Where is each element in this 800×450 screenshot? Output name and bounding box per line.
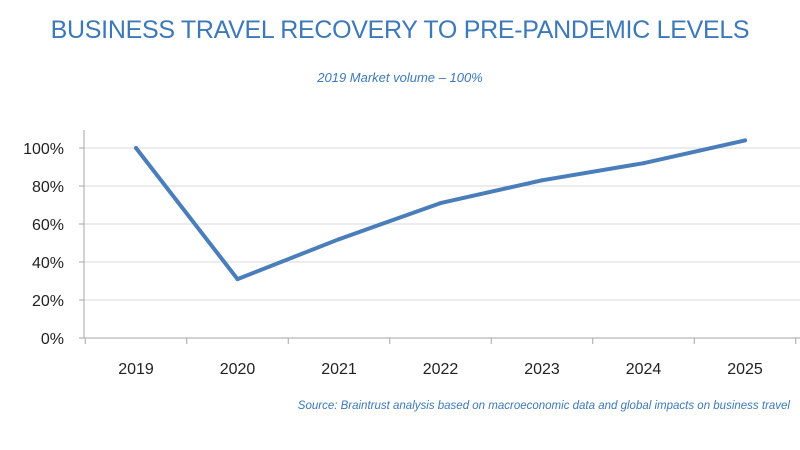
y-tick-label: 80%: [32, 179, 64, 196]
y-tick-label: 60%: [32, 217, 64, 234]
data-point-2025: [743, 138, 747, 143]
data-point-2023: [540, 178, 544, 183]
data-point-2022: [438, 201, 443, 206]
chart-title: BUSINESS TRAVEL RECOVERY TO PRE-PANDEMIC…: [50, 16, 750, 44]
data-point-2020: [235, 277, 240, 282]
x-tick-label: 2023: [524, 361, 560, 378]
source-note: Source: Braintrust analysis based on mac…: [297, 400, 790, 412]
x-tick-label: 2020: [220, 361, 256, 378]
data-point-2024: [641, 161, 646, 166]
chart-subtitle: 2019 Market volume – 100%: [317, 70, 483, 85]
y-tick-label: 0%: [41, 331, 64, 348]
y-tick-label: 20%: [32, 293, 64, 310]
x-tick-label: 2019: [118, 361, 154, 378]
x-tick-label: 2022: [423, 361, 459, 378]
data-point-2021: [337, 237, 341, 242]
y-tick-label: 100%: [23, 141, 64, 158]
x-tick-label: 2024: [626, 361, 662, 378]
x-tick-label: 2025: [727, 361, 763, 378]
data-point-2019: [134, 146, 138, 150]
x-tick-label: 2021: [321, 361, 357, 378]
y-tick-label: 40%: [32, 255, 64, 272]
series-line: [134, 138, 747, 282]
